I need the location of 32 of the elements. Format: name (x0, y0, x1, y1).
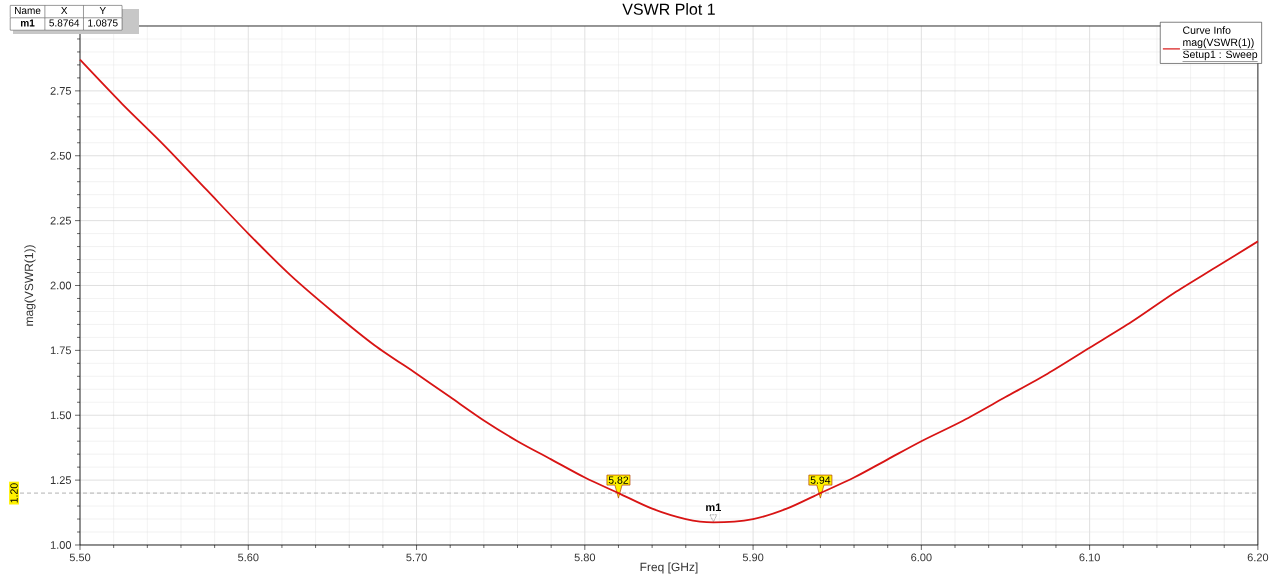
x-tick-label: 6.10 (1079, 553, 1100, 562)
text: 5.8764 (49, 19, 80, 27)
x-tick-label: 5.80 (574, 553, 596, 562)
annotation: m1 (706, 503, 721, 512)
text: Name (15, 7, 41, 15)
x-axis-title: Freq [GHz] (640, 562, 698, 574)
annotation: Setup1 : Sweep (1183, 50, 1258, 61)
y-tick-label: 1.75 (50, 346, 71, 355)
x-tick-label: 5.70 (406, 553, 427, 562)
x-tick-label: 6.20 (1247, 553, 1269, 562)
legend-label: mag(VSWR(1)) (1183, 38, 1254, 49)
text: Y (99, 7, 106, 14)
annotation: 5.82 (608, 476, 629, 484)
text: X (61, 7, 68, 14)
x-tick-label: 6.00 (911, 553, 932, 562)
y-tick-label: 2.50 (50, 151, 72, 160)
x-tick-label: 5.50 (69, 553, 91, 562)
x-tick-label: 5.90 (742, 553, 764, 562)
y-tick-label: 1.50 (50, 411, 72, 420)
y-tick-label: 1.25 (50, 476, 71, 485)
ref-line-label: 1.20 (10, 483, 18, 503)
legend-title: Curve Info (1183, 26, 1231, 34)
annotation: 1.0875 (88, 19, 118, 27)
y-tick-label: 2.25 (50, 216, 71, 225)
text: m1 (20, 19, 35, 27)
y-axis-title: mag(VSWR(1)) (24, 245, 36, 326)
chart-title: VSWR Plot 1 (622, 3, 715, 15)
y-tick-label: 2.75 (50, 86, 71, 95)
x-tick-label: 5.60 (238, 553, 259, 562)
y-tick-label: 1.00 (50, 541, 72, 549)
y-tick-label: 2.00 (50, 281, 72, 290)
annotation: 5.94 (810, 476, 831, 484)
